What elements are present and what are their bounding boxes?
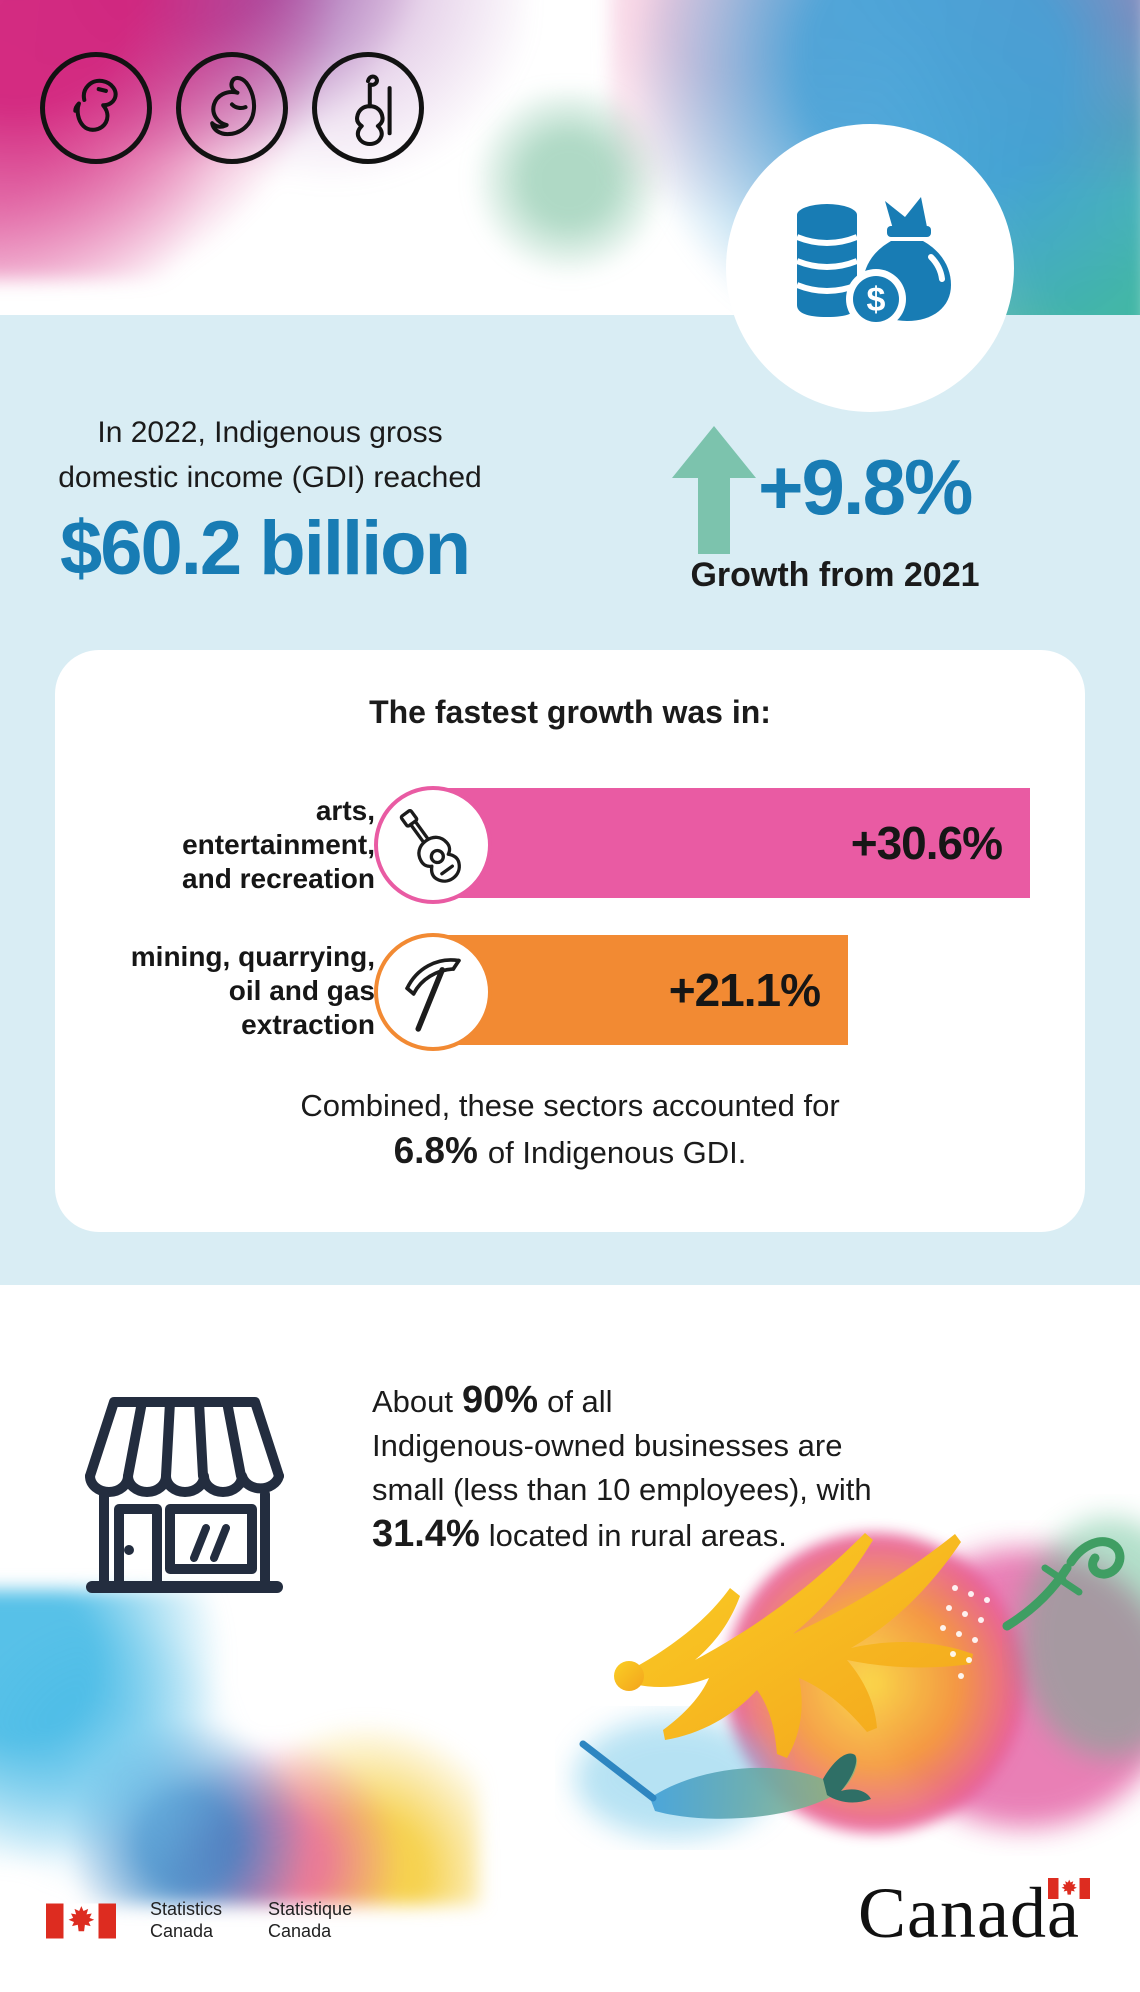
violin-scroll <box>1002 1537 1125 1631</box>
white-dot-pattern <box>940 1585 990 1679</box>
canada-flag-icon <box>1048 1878 1090 1904</box>
canada-flag-icon <box>46 1903 116 1944</box>
watercolor-eagle-illustration <box>555 1438 1140 1877</box>
bar-label-mining: mining, quarrying, oil and gas extractio… <box>130 941 375 1040</box>
bar-value-mining: +21.1% <box>668 964 821 1016</box>
biz-line3: small (less than 10 employees), with <box>372 1472 872 1507</box>
biz-line4: 31.4% located in rural areas. <box>372 1513 787 1555</box>
footer: Statistics Canada Statistique Canada Can… <box>0 1870 1140 1992</box>
eagle-head <box>614 1661 644 1691</box>
growth-label: Growth from 2021 <box>690 556 980 594</box>
small-business-share: 90% <box>462 1379 539 1421</box>
rural-share: 31.4% <box>372 1513 480 1555</box>
combined-note-line2: 6.8% of Indigenous GDI. <box>393 1130 747 1171</box>
watercolor-splash-bottom-left <box>0 1590 480 1905</box>
storefront-icon <box>62 1388 307 1608</box>
whale-icon <box>176 52 288 164</box>
guitar-icon <box>374 786 492 904</box>
combined-note-line1: Combined, these sectors accounted for <box>300 1088 840 1123</box>
green-wash <box>1020 1518 1140 1758</box>
dollar-sign: $ <box>867 281 886 319</box>
fiddle-icon <box>312 52 424 164</box>
bar-label-arts: arts, entertainment, and recreation <box>182 795 375 894</box>
biz-line1: About 90% of all <box>372 1379 613 1421</box>
fastest-growth-card: The fastest growth was in: arts, enterta… <box>55 650 1085 1232</box>
gdi-amount: $60.2 billion <box>60 506 471 591</box>
up-arrow-icon <box>672 426 756 559</box>
cultural-icons-row <box>40 52 424 164</box>
money-bag-coins-icon: $ <box>795 197 951 329</box>
pickaxe-icon <box>374 933 492 1051</box>
bar-value-arts: +30.6% <box>850 817 1003 869</box>
biz-line2: Indigenous-owned businesses are <box>372 1428 843 1463</box>
money-badge-circle: $ <box>726 124 1014 412</box>
statcan-french: Statistique Canada <box>268 1899 353 1941</box>
growth-value: +9.8% <box>758 443 973 531</box>
eagle-icon <box>40 52 152 164</box>
statcan-signature: Statistics Canada Statistique Canada <box>150 1898 352 1942</box>
eagle-silhouette <box>615 1533 973 1758</box>
business-stats-text: About 90% of all Indigenous-owned business… <box>372 1378 912 1558</box>
narwhal-silhouette <box>579 1740 871 1819</box>
watercolor-splash-top-middle <box>470 90 690 290</box>
bar-arts-entertainment-recreation: +30.6% <box>420 788 1030 898</box>
combined-share-value: 6.8% <box>393 1130 478 1171</box>
intro-line2: domestic income (GDI) reached <box>58 461 482 494</box>
canada-wordmark: Canada <box>858 1872 1108 1953</box>
statcan-english: Statistics Canada <box>150 1899 223 1941</box>
intro-lead: In 2022, Indigenous gross domestic incom… <box>55 410 485 500</box>
intro-line1: In 2022, Indigenous gross <box>97 416 443 449</box>
card-title: The fastest growth was in: <box>369 694 771 730</box>
